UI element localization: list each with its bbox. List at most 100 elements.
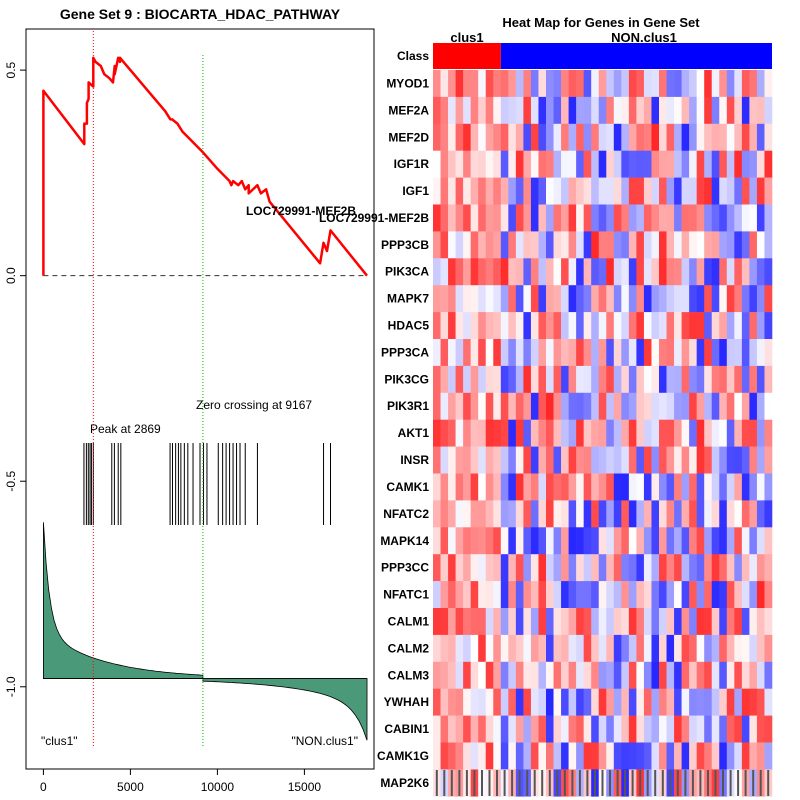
heatmap-cell: [643, 339, 652, 367]
heatmap-cell: [651, 96, 660, 125]
heatmap-cell: [455, 312, 464, 340]
heatmap-cell: [636, 527, 645, 555]
heatmap-cell: [704, 70, 713, 98]
heatmap-cell: [433, 70, 441, 98]
heatmap-cell: [704, 661, 713, 689]
heatmap-cell: [493, 177, 502, 205]
heatmap-cell: [756, 96, 765, 125]
heatmap-cell: [561, 500, 569, 528]
heatmap-cell: [478, 661, 487, 689]
heatmap-cell: [666, 581, 675, 609]
heatmap-cell: [546, 581, 554, 609]
heatmap-cell: [546, 285, 554, 313]
heatmap-cell: [568, 446, 577, 474]
heatmap-cell: [433, 742, 441, 770]
heatmap-cell: [508, 365, 517, 394]
sample-label-mark: [586, 770, 589, 796]
heatmap-cell: [546, 312, 554, 340]
heatmap-cell: [546, 96, 554, 125]
heatmap-cell: [651, 527, 660, 555]
heatmap-cell: [674, 419, 682, 447]
heatmap-cell: [696, 177, 705, 205]
heatmap-cell: [711, 150, 720, 178]
heatmap-cell: [546, 446, 554, 474]
heatmap-cell: [455, 446, 464, 474]
heatmap-cell: [764, 70, 773, 98]
sample-label-mark: [601, 770, 604, 796]
heatmap-cell: [478, 473, 487, 501]
heatmap-cell: [659, 419, 667, 447]
heatmap-cell: [485, 688, 494, 716]
heatmap-cell: [681, 581, 690, 609]
heatmap-cell: [493, 500, 502, 528]
heatmap-cell: [726, 70, 735, 98]
heatmap-cell: [508, 634, 517, 663]
heatmap-cell: [606, 231, 615, 259]
heatmap-cell: [764, 419, 773, 447]
heatmap-cell: [440, 70, 449, 98]
heatmap-cell: [538, 258, 547, 286]
heatmap-cell: [598, 419, 607, 447]
heatmap-cell: [726, 285, 735, 313]
heatmap-cell: [613, 661, 622, 689]
heatmap-cell: [463, 634, 471, 663]
heatmap-cell: [734, 365, 743, 394]
heatmap-cell: [508, 339, 517, 367]
gene-label: CALM1: [388, 615, 430, 629]
heatmap-cell: [636, 177, 645, 205]
heatmap-cell: [500, 96, 509, 125]
gene-label: MAP2K6: [380, 776, 429, 790]
heatmap-cell: [591, 123, 600, 151]
heatmap-cell: [433, 258, 441, 286]
heatmap-cell: [591, 742, 600, 770]
heatmap-cell: [659, 581, 667, 609]
heatmap-cell: [546, 339, 554, 367]
heatmap-cell: [636, 554, 645, 582]
heatmap-cell: [485, 661, 494, 689]
sample-label-mark: [563, 770, 566, 796]
heatmap-cell: [546, 742, 554, 770]
heatmap-cell: [696, 715, 705, 743]
heatmap-cell: [515, 258, 524, 286]
heatmap-cell: [741, 392, 750, 420]
heatmap-cell: [636, 715, 645, 743]
heatmap-cell: [643, 285, 652, 313]
heatmap-cell: [741, 608, 750, 636]
heatmap-cell: [643, 446, 652, 474]
heatmap-cell: [711, 339, 720, 367]
gene-label: MEF2A: [388, 103, 429, 117]
heatmap-cell: [681, 554, 690, 582]
heatmap-cell: [478, 285, 487, 313]
heatmap-cell: [448, 742, 456, 770]
heatmap-cell: [448, 473, 456, 501]
heatmap-cell: [734, 554, 743, 582]
heatmap-cell: [493, 365, 502, 394]
heatmap-cell: [651, 339, 660, 367]
sample-label-mark: [443, 770, 446, 796]
heatmap-cell: [636, 285, 645, 313]
heatmap-cell: [628, 285, 637, 313]
heatmap-cell: [576, 688, 584, 716]
heatmap-cell: [463, 688, 471, 716]
heatmap-cell: [598, 285, 607, 313]
heatmap-cell: [659, 500, 667, 528]
heatmap-cell: [643, 608, 652, 636]
heatmap-cell: [734, 204, 743, 232]
heatmap-cell: [598, 365, 607, 394]
heatmap-cell: [749, 365, 758, 394]
heatmap-cell: [734, 581, 743, 609]
heatmap-cell: [463, 500, 471, 528]
class-label-left: "clus1": [41, 734, 78, 748]
heatmap-cell: [463, 312, 471, 340]
heatmap-cell: [538, 500, 547, 528]
gene-label: LOC729991-MEF2B: [319, 211, 429, 225]
gene-label: CAMK1G: [377, 749, 429, 763]
heatmap-cell: [568, 500, 577, 528]
gene-label: CALM3: [388, 668, 430, 682]
reference-lines: [43, 31, 368, 747]
enrichment-plot-title: Gene Set 9 : BIOCARTA_HDAC_PATHWAY: [60, 6, 341, 22]
heatmap-cell: [455, 123, 464, 151]
heatmap-cell: [764, 204, 773, 232]
heatmap-cell: [440, 419, 449, 447]
heatmap-cell: [689, 365, 697, 394]
